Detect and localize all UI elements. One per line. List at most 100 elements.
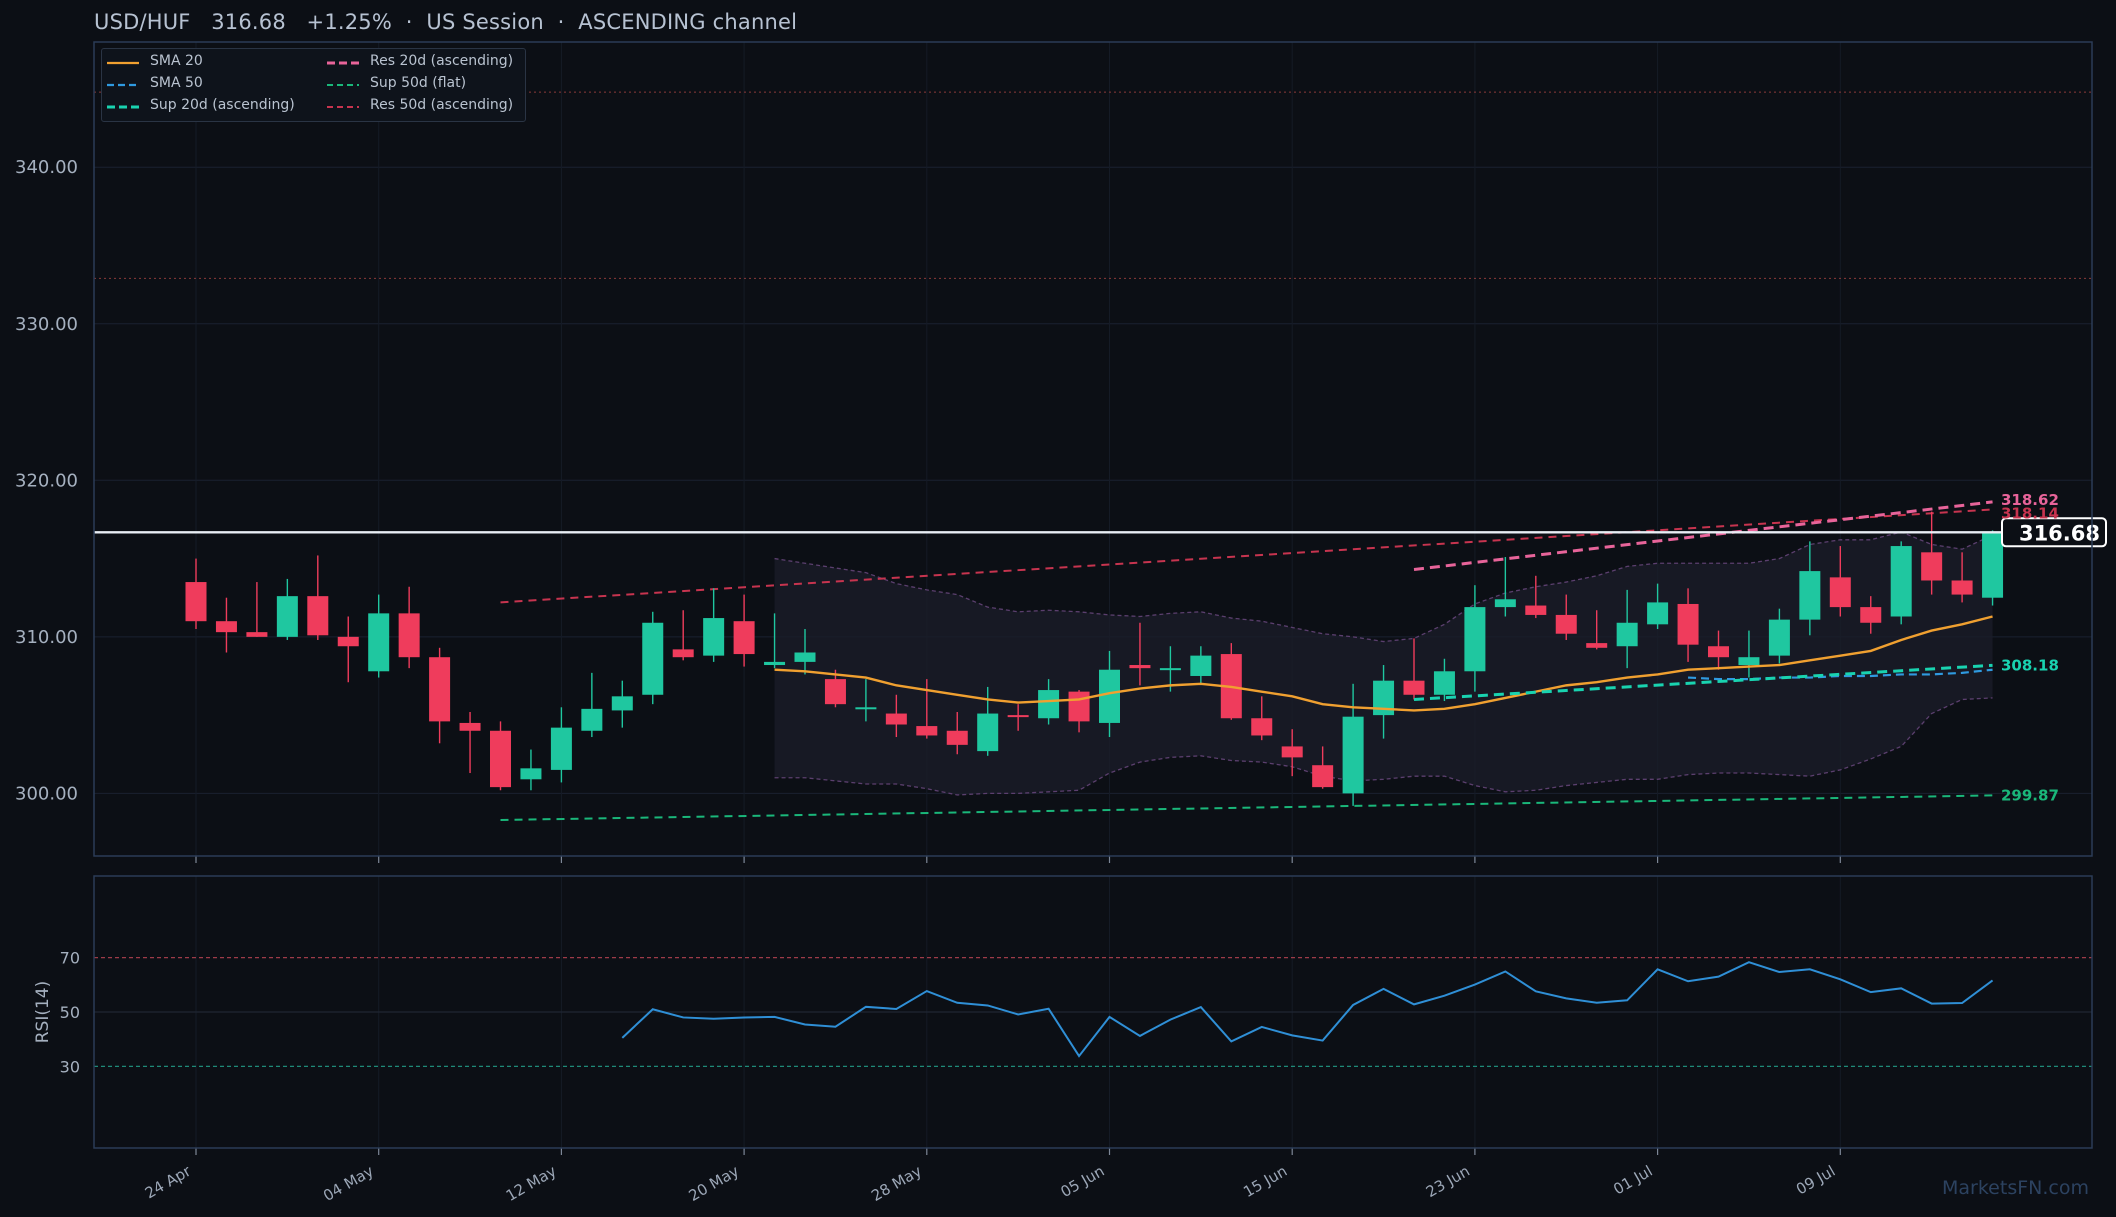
candle xyxy=(1251,696,1273,741)
candle xyxy=(337,616,359,683)
candle-body xyxy=(1403,680,1425,695)
candle xyxy=(1403,638,1425,700)
legend-label: Res 50d (ascending) xyxy=(370,97,514,113)
candle xyxy=(1494,557,1516,617)
sup-20d-line xyxy=(1413,663,1993,701)
last-price-label: 316.68 xyxy=(2019,521,2100,545)
rsi-panel-frame xyxy=(93,875,2093,1149)
x-tick-label: 15 Jun xyxy=(1240,1162,1290,1201)
sma-50-line xyxy=(1687,668,1993,681)
rsi-tick-label: 50 xyxy=(60,1003,80,1022)
x-tick-label: 01 Jul xyxy=(1610,1162,1655,1199)
candle-body xyxy=(1616,622,1638,647)
candle-body xyxy=(276,596,298,637)
rsi-tick-label: 70 xyxy=(60,949,80,968)
candle xyxy=(1342,683,1364,806)
candle xyxy=(824,669,846,708)
candle xyxy=(1829,546,1851,617)
candle xyxy=(1433,658,1455,702)
x-tick-label: 04 May xyxy=(320,1162,377,1205)
candle-body xyxy=(1708,646,1729,658)
candle-body xyxy=(1555,614,1577,634)
watermark: MarketsFN.com xyxy=(1942,1177,2089,1199)
candle xyxy=(1220,643,1242,720)
candle-body xyxy=(794,652,816,662)
candle xyxy=(459,711,481,774)
candle-body xyxy=(1190,655,1212,676)
candle-body xyxy=(1281,746,1303,758)
candle-body xyxy=(1129,665,1151,669)
candle-body xyxy=(824,679,846,705)
candle-body xyxy=(1068,691,1090,722)
candle-body xyxy=(246,632,268,637)
candle xyxy=(1281,729,1303,777)
candle-body xyxy=(1373,680,1395,716)
price-panel-frame xyxy=(93,41,2093,857)
candle xyxy=(368,594,390,678)
candle xyxy=(1647,583,1669,630)
candle xyxy=(885,694,907,738)
legend-label: Sup 20d (ascending) xyxy=(150,97,295,113)
x-tick-label: 12 May xyxy=(503,1162,560,1205)
candle xyxy=(307,555,329,640)
candle-body xyxy=(1251,718,1273,736)
legend-label: SMA 50 xyxy=(150,75,203,91)
candle xyxy=(1373,665,1395,739)
res-50d-line xyxy=(500,508,1993,604)
candle xyxy=(703,588,725,662)
candle xyxy=(520,749,542,791)
candle-body xyxy=(1464,607,1486,672)
candle xyxy=(581,672,603,738)
level-label: 299.87 xyxy=(2001,786,2059,804)
y-tick-label: 330.00 xyxy=(15,314,78,335)
legend-label: SMA 20 xyxy=(150,53,203,69)
candle-body xyxy=(581,708,603,731)
candle xyxy=(429,647,451,744)
x-tick-label: 23 Jun xyxy=(1423,1162,1473,1201)
level-label: 308.18 xyxy=(2001,656,2059,674)
candle-body xyxy=(459,722,481,731)
candle-body xyxy=(1038,690,1060,719)
candle-body xyxy=(1860,607,1882,623)
candle xyxy=(946,711,968,755)
candle xyxy=(1129,622,1151,686)
candle xyxy=(1464,585,1486,692)
candle-body xyxy=(1799,571,1821,620)
candle xyxy=(1190,646,1212,684)
candle xyxy=(490,721,511,791)
candle xyxy=(1799,541,1821,636)
sma-20-line xyxy=(774,615,1993,712)
res-20d-line xyxy=(1413,500,1993,572)
candle xyxy=(672,610,694,661)
sup-50d-line xyxy=(500,794,1993,821)
candle-body xyxy=(1982,531,2004,598)
candle-body xyxy=(1768,619,1790,656)
candle-body xyxy=(429,657,451,722)
y-tick-label: 340.00 xyxy=(15,157,78,178)
rsi-tick-label: 30 xyxy=(60,1057,80,1076)
candle-body xyxy=(1890,546,1912,617)
legend-label: Sup 50d (flat) xyxy=(370,75,467,91)
candle xyxy=(1921,511,1943,595)
candle-body xyxy=(398,613,420,658)
candle xyxy=(1738,630,1760,678)
candle-body xyxy=(1921,552,1943,581)
candle-body xyxy=(1342,716,1364,794)
candle xyxy=(1982,530,2004,606)
candle xyxy=(1708,630,1729,670)
candle-body xyxy=(1525,605,1547,615)
y-tick-label: 310.00 xyxy=(15,627,78,648)
candle xyxy=(246,582,268,637)
x-tick-label: 05 Jun xyxy=(1058,1162,1108,1201)
candle xyxy=(1586,610,1608,650)
candle-body xyxy=(1007,715,1029,718)
candle-body xyxy=(1159,668,1181,671)
x-tick-label: 24 Apr xyxy=(142,1161,195,1202)
y-tick-label: 320.00 xyxy=(15,470,78,491)
candle xyxy=(1890,541,1912,625)
candle-body xyxy=(1829,577,1851,608)
x-tick-label: 09 Jul xyxy=(1793,1162,1838,1199)
candle xyxy=(1525,575,1547,619)
candle-body xyxy=(611,696,633,711)
